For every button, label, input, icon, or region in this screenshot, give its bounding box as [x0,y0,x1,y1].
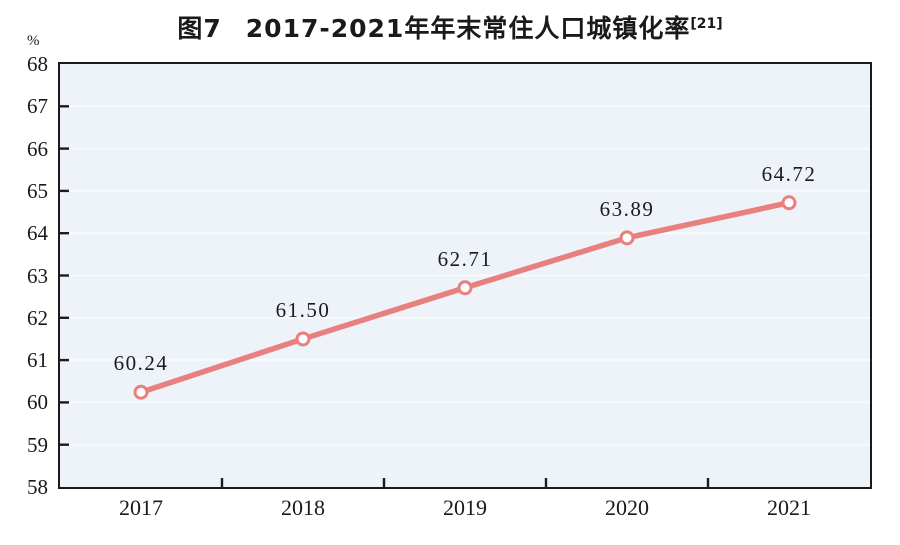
data-point-label: 62.71 [437,246,493,271]
data-point-marker [133,384,149,400]
data-point-marker [457,280,473,296]
y-axis-unit-label: % [27,33,40,49]
y-axis-tick-label: 58 [27,475,48,499]
plot-area: 60.24 61.50 62.71 63.89 64.72 [58,62,872,489]
x-axis-tick-label: 2017 [119,495,163,520]
y-axis-tick-label: 61 [27,348,48,373]
y-axis-tick-label: 66 [27,136,48,161]
data-point-marker [295,331,311,347]
data-line-series [138,199,792,395]
data-point-label: 64.72 [761,161,817,186]
y-axis-tick-label: 65 [27,178,48,203]
y-axis-tick-label: 62 [27,305,48,330]
x-axis-tick-label: 2019 [443,495,487,520]
x-axis-tick-label: 2020 [605,495,649,520]
chart-title: 图7 2017-2021年年末常住人口城镇化率[21] [0,9,900,45]
y-axis-tick-label: 67 [27,94,48,119]
line-chart-svg [60,105,870,487]
data-point-marker [619,230,635,246]
y-axis-tick-label: 64 [27,221,48,246]
x-axis-tick-label: 2018 [281,495,325,520]
data-point-label: 63.89 [599,196,655,221]
y-axis-tick-label: 59 [27,432,48,457]
y-axis-tick-label: 63 [27,263,48,288]
y-axis-tick-label: 68 [27,52,48,76]
x-axis-tick-label: 2021 [767,495,811,520]
chart-title-superscript: [21] [690,16,723,32]
data-point-marker [781,195,797,211]
chart-title-prefix: 图7 [177,14,222,43]
chart-title-main: 2017-2021年年末常住人口城镇化率 [245,14,691,43]
y-axis-tick-label: 60 [27,390,48,415]
data-point-label: 60.24 [113,351,169,376]
data-point-label: 61.50 [275,297,331,322]
